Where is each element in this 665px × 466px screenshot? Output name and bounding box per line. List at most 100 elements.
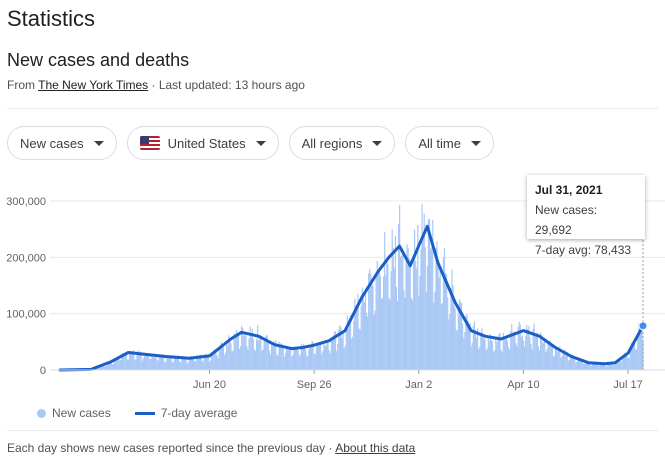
new-cases-bar bbox=[432, 219, 434, 370]
new-cases-bar bbox=[482, 337, 484, 370]
new-cases-bar bbox=[455, 329, 457, 370]
new-cases-bar bbox=[538, 350, 541, 370]
new-cases-bar bbox=[150, 359, 152, 370]
new-cases-bar bbox=[109, 362, 111, 370]
new-cases-bar bbox=[570, 356, 573, 370]
filter-bar: New cases United States All regions All … bbox=[7, 126, 494, 162]
new-cases-bar bbox=[185, 358, 187, 370]
new-cases-bar bbox=[128, 352, 131, 370]
new-cases-bar bbox=[345, 330, 347, 370]
new-cases-bar bbox=[268, 349, 270, 370]
new-cases-bar bbox=[181, 359, 183, 370]
new-cases-bar bbox=[479, 347, 481, 370]
new-cases-bar bbox=[323, 341, 325, 370]
new-cases-bar bbox=[380, 299, 383, 370]
new-cases-bar bbox=[324, 345, 326, 370]
new-cases-bar bbox=[321, 353, 323, 370]
new-cases-bar bbox=[395, 286, 398, 370]
about-data-link[interactable]: About this data bbox=[335, 441, 416, 455]
new-cases-bar bbox=[328, 350, 330, 370]
new-cases-bar bbox=[454, 308, 456, 370]
new-cases-bar bbox=[559, 346, 561, 370]
new-cases-bar bbox=[413, 229, 416, 370]
seven-day-average-line bbox=[58, 224, 645, 372]
new-cases-bar bbox=[245, 335, 247, 370]
new-cases-bar bbox=[191, 357, 194, 370]
new-cases-bar bbox=[163, 356, 165, 370]
new-cases-bar bbox=[551, 346, 553, 370]
divider bbox=[7, 108, 658, 109]
source-prefix: From bbox=[7, 78, 39, 92]
cases-chart[interactable]: 300,000 200,000 100,000 0 Jun 20 Sep 26 Jan 2 A… bbox=[0, 168, 665, 404]
new-cases-bar bbox=[583, 363, 585, 370]
new-cases-bar bbox=[628, 357, 630, 370]
new-cases-bar bbox=[557, 351, 559, 370]
new-cases-bar bbox=[394, 235, 396, 370]
new-cases-bar bbox=[351, 338, 353, 370]
new-cases-bar bbox=[481, 328, 483, 370]
new-cases-bar bbox=[239, 346, 242, 370]
new-cases-bar bbox=[182, 355, 184, 370]
new-cases-bar bbox=[199, 354, 201, 370]
region-dropdown[interactable]: All regions bbox=[288, 126, 396, 160]
new-cases-bar bbox=[271, 346, 274, 370]
new-cases-bar bbox=[106, 362, 108, 370]
new-cases-bar bbox=[320, 342, 322, 370]
new-cases-bar bbox=[474, 330, 477, 370]
x-tick-label: Sep 26 bbox=[297, 379, 332, 391]
new-cases-bar bbox=[483, 337, 485, 370]
new-cases-bar bbox=[463, 337, 465, 370]
new-cases-bar bbox=[172, 362, 174, 370]
new-cases-bar bbox=[344, 345, 346, 370]
new-cases-bar bbox=[144, 356, 147, 370]
new-cases-bar bbox=[311, 340, 313, 370]
new-cases-bar bbox=[190, 355, 193, 370]
caret-down-icon bbox=[255, 140, 266, 146]
new-cases-bar bbox=[563, 354, 565, 370]
new-cases-bar bbox=[471, 342, 473, 370]
x-tick-label: Jan 2 bbox=[405, 379, 432, 391]
new-cases-bar bbox=[412, 260, 415, 370]
new-cases-bar bbox=[400, 256, 402, 370]
new-cases-bar bbox=[159, 356, 162, 370]
new-cases-bar bbox=[564, 349, 566, 370]
new-cases-bar bbox=[639, 330, 641, 370]
new-cases-bar bbox=[154, 357, 156, 370]
new-cases-bar bbox=[584, 360, 587, 370]
new-cases-bar bbox=[118, 358, 120, 370]
new-cases-bar bbox=[111, 364, 114, 370]
new-cases-bar bbox=[606, 366, 608, 370]
new-cases-bar bbox=[562, 353, 564, 370]
new-cases-bar bbox=[308, 349, 310, 370]
new-cases-bar bbox=[171, 361, 173, 370]
new-cases-bar bbox=[155, 354, 157, 370]
new-cases-bar bbox=[549, 340, 551, 370]
new-cases-bar bbox=[101, 364, 103, 370]
new-cases-bar bbox=[550, 345, 552, 370]
new-cases-bar bbox=[543, 341, 545, 370]
new-cases-bar bbox=[151, 356, 153, 370]
new-cases-bar bbox=[567, 360, 569, 370]
new-cases-bar bbox=[279, 344, 281, 370]
legend-avg: 7-day average bbox=[160, 406, 238, 420]
country-dropdown[interactable]: United States bbox=[126, 126, 279, 160]
new-cases-bar bbox=[156, 359, 158, 370]
new-cases-bar bbox=[329, 352, 331, 370]
new-cases-bar bbox=[581, 360, 583, 370]
new-cases-bar bbox=[238, 348, 241, 370]
new-cases-bar bbox=[228, 335, 230, 370]
new-cases-bar bbox=[641, 326, 643, 370]
new-cases-bar bbox=[347, 328, 349, 370]
new-cases-bar bbox=[332, 335, 335, 370]
new-cases-bar bbox=[546, 349, 548, 370]
new-cases-bar bbox=[626, 355, 628, 370]
new-cases-bar bbox=[624, 352, 626, 370]
new-cases-bar bbox=[572, 354, 574, 370]
new-cases-bar bbox=[436, 241, 438, 370]
new-cases-bar bbox=[565, 355, 567, 370]
new-cases-bar bbox=[449, 313, 451, 370]
new-cases-bar bbox=[288, 348, 290, 370]
source-link[interactable]: The New York Times bbox=[38, 78, 149, 92]
time-range-dropdown[interactable]: All time bbox=[405, 126, 494, 160]
metric-dropdown[interactable]: New cases bbox=[7, 126, 117, 160]
